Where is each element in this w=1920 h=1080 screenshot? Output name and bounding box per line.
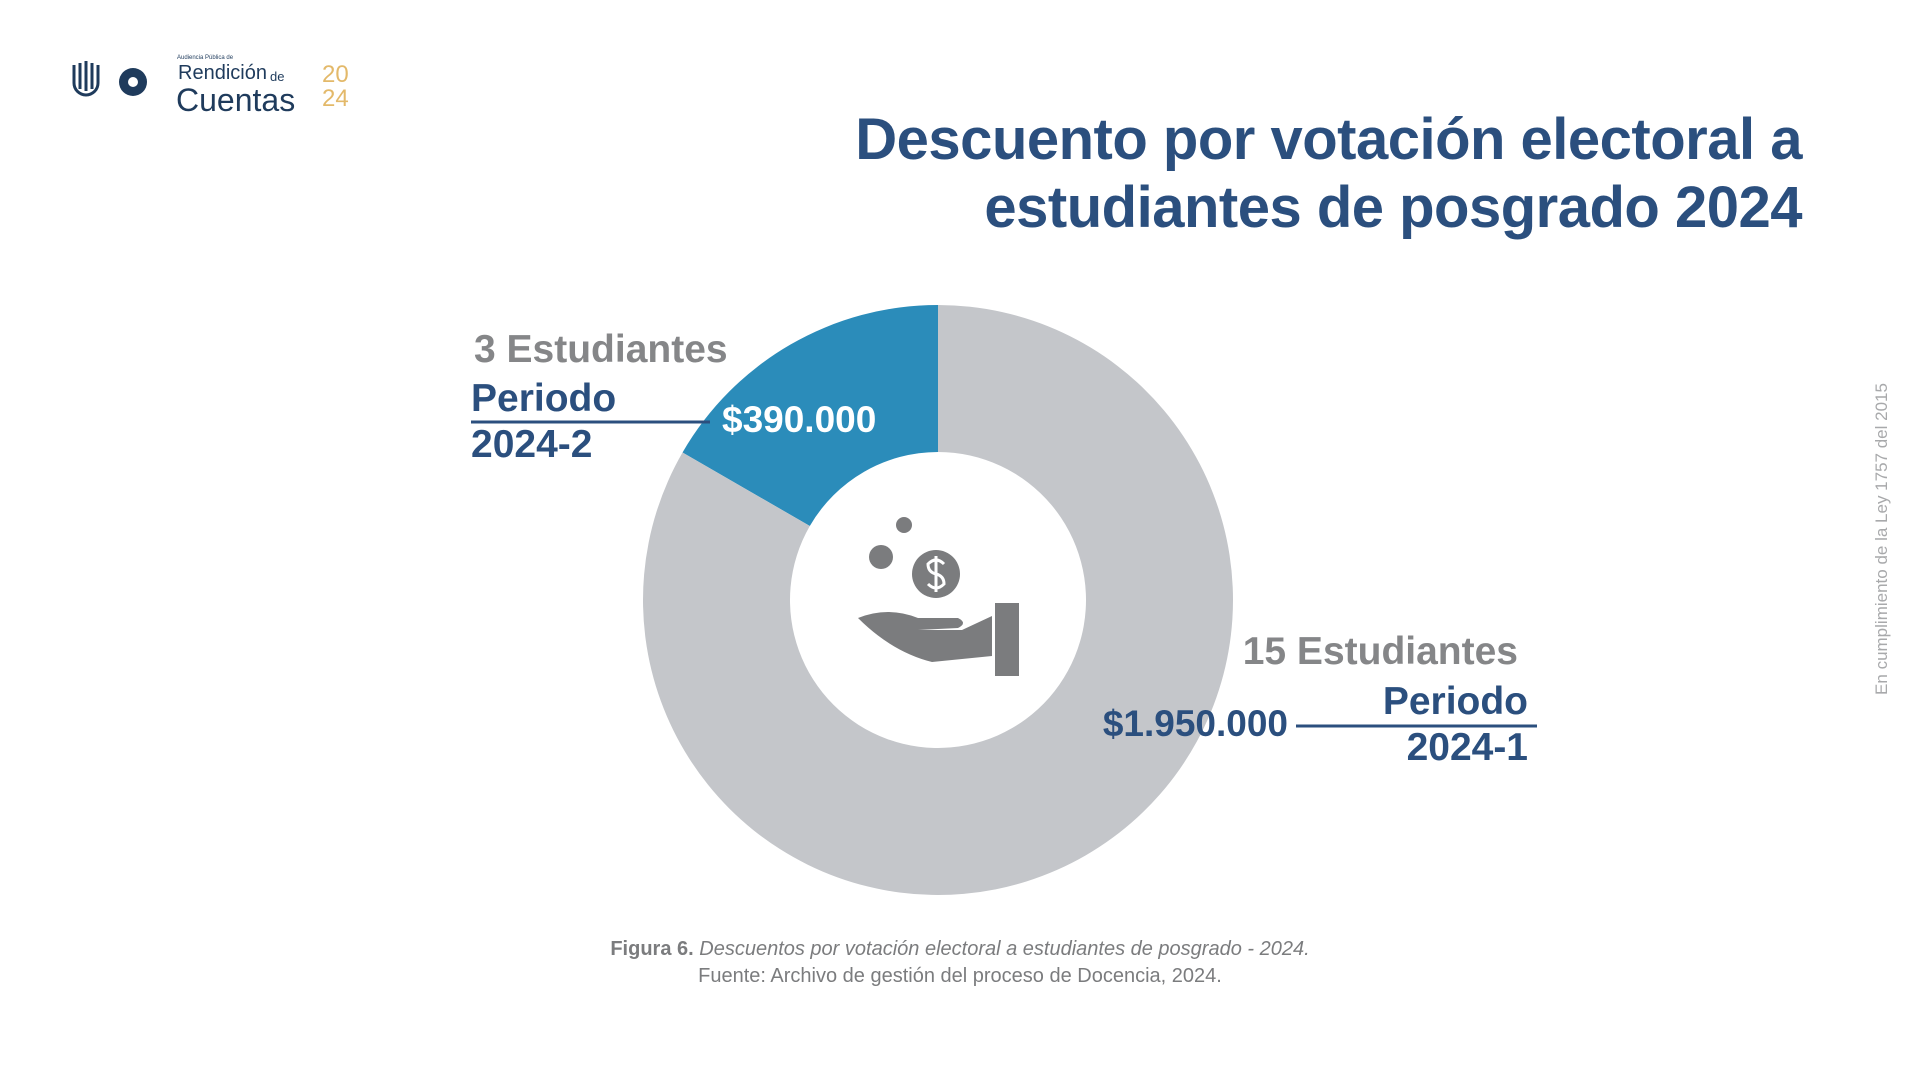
students-label-2024-2: 3 Estudiantes	[474, 328, 728, 371]
page-title: Descuento por votación electoral a estudi…	[855, 107, 1802, 240]
period-label-2024-1: Periodo 2024-1	[1382, 680, 1528, 769]
logo-de: de	[270, 69, 285, 84]
logo-line2: Cuentas	[176, 82, 296, 118]
logo-year: 20 24	[322, 61, 349, 112]
slice-2024-1	[643, 305, 1233, 895]
value-label-2024-1: $1.950.000	[1102, 703, 1288, 744]
logo-group: Audiencia Pública de Rendición de Cuenta…	[60, 55, 380, 117]
value-label-2024-2: $390.000	[722, 399, 877, 440]
slice-2024-2	[682, 305, 938, 526]
hand-money-icon	[858, 517, 1019, 676]
side-legal-note: En cumplimiento de la Ley 1757 del 2015	[1872, 383, 1891, 695]
logo-line1: Rendición	[178, 62, 267, 84]
institution-logos	[72, 61, 147, 97]
period-label-2024-2: Periodo 2024-2	[471, 377, 617, 466]
figure-caption: Figura 6. Descuentos por votación electo…	[0, 936, 1920, 990]
logo-kicker: Audiencia Pública de	[177, 55, 234, 61]
source-note: Fuente: Archivo de gestión del proceso d…	[698, 965, 1222, 987]
students-label-2024-1: 15 Estudiantes	[1242, 630, 1518, 673]
